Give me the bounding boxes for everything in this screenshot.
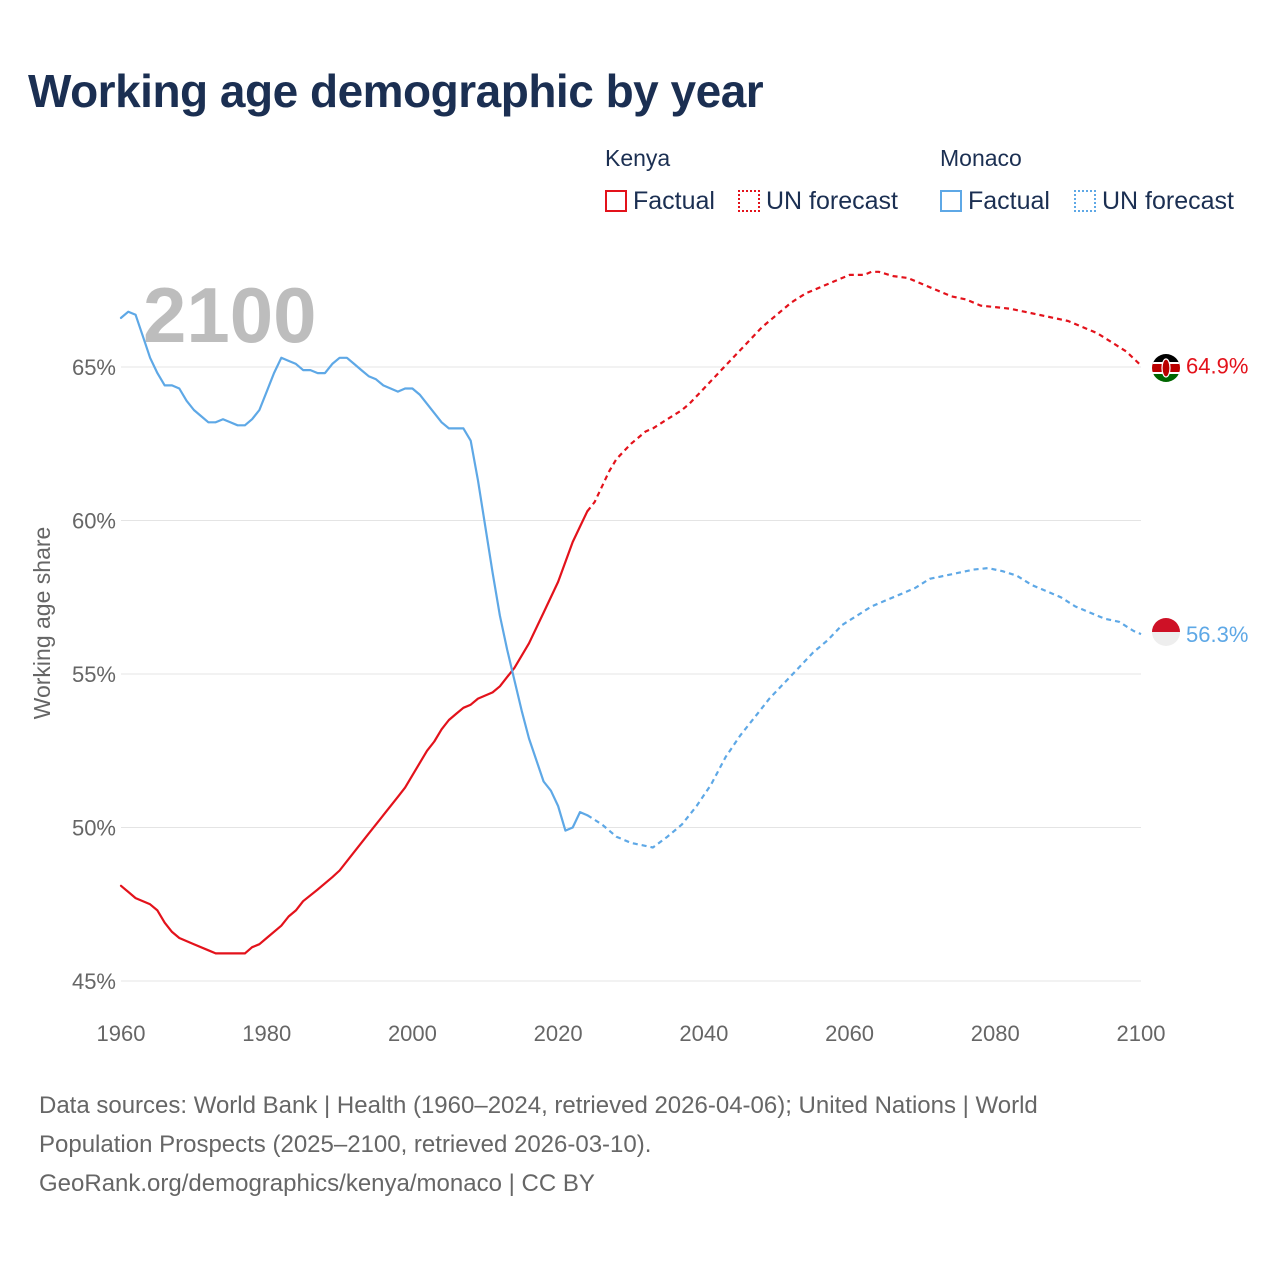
monaco-factual-line[interactable] xyxy=(119,310,589,832)
x-tick-label: 2100 xyxy=(1117,1021,1166,1046)
footer-sources: Data sources: World Bank | Health (1960–… xyxy=(39,1086,1219,1203)
footer-line-2: Population Prospects (2025–2100, retriev… xyxy=(39,1131,652,1158)
year-watermark: 2100 xyxy=(143,271,317,359)
y-tick-label: 60% xyxy=(72,509,116,534)
legend-monaco-forecast-label: UN forecast xyxy=(1102,186,1234,215)
legend-kenya-factual-label: Factual xyxy=(633,186,715,215)
x-tick-label: 2000 xyxy=(388,1021,437,1046)
monaco-end-value-label: 56.3% xyxy=(1186,622,1248,647)
footer-line-1: Data sources: World Bank | Health (1960–… xyxy=(39,1092,1038,1119)
x-tick-label: 2080 xyxy=(971,1021,1020,1046)
footer-line-3[interactable]: GeoRank.org/demographics/kenya/monaco | … xyxy=(39,1170,595,1197)
legend-kenya-forecast-swatch xyxy=(738,190,760,212)
y-tick-label: 50% xyxy=(72,816,116,841)
kenya-factual-line[interactable] xyxy=(119,510,589,955)
y-axis-label: Working age share xyxy=(29,527,55,720)
y-tick-label: 55% xyxy=(72,662,116,687)
legend-kenya-factual[interactable]: Factual xyxy=(605,186,715,216)
legend-kenya-forecast-label: UN forecast xyxy=(766,186,898,215)
x-tick-label: 2020 xyxy=(534,1021,583,1046)
x-tick-label: 1960 xyxy=(97,1021,146,1046)
y-tick-label: 65% xyxy=(72,355,116,380)
y-tick-label: 45% xyxy=(72,969,116,994)
x-tick-label: 1980 xyxy=(242,1021,291,1046)
monaco-flag-icon xyxy=(1152,618,1180,646)
kenya-flag-icon xyxy=(1152,354,1180,382)
line-chart: 2100 45% 50% 55% 60% 65% 1960 1980 2000 2020 2040… xyxy=(29,270,1248,1046)
legend-kenya-title: Kenya xyxy=(605,145,671,171)
legend-monaco-forecast[interactable]: UN forecast xyxy=(1074,186,1234,216)
chart-title: Working age demographic by year xyxy=(28,65,764,117)
legend-kenya-factual-swatch xyxy=(605,190,627,212)
kenya-end-value-label: 64.9% xyxy=(1186,353,1248,378)
legend-monaco-factual-swatch xyxy=(940,190,962,212)
legend-monaco-title: Monaco xyxy=(940,145,1022,171)
legend-monaco-factual-label: Factual xyxy=(968,186,1050,215)
monaco-forecast-line[interactable] xyxy=(586,566,1142,849)
legend-monaco-forecast-swatch xyxy=(1074,190,1096,212)
legend-monaco-factual[interactable]: Factual xyxy=(940,186,1050,216)
legend-kenya-forecast[interactable]: UN forecast xyxy=(738,186,898,216)
x-tick-label: 2040 xyxy=(679,1021,728,1046)
x-tick-label: 2060 xyxy=(825,1021,874,1046)
kenya-forecast-line[interactable] xyxy=(586,270,1142,512)
